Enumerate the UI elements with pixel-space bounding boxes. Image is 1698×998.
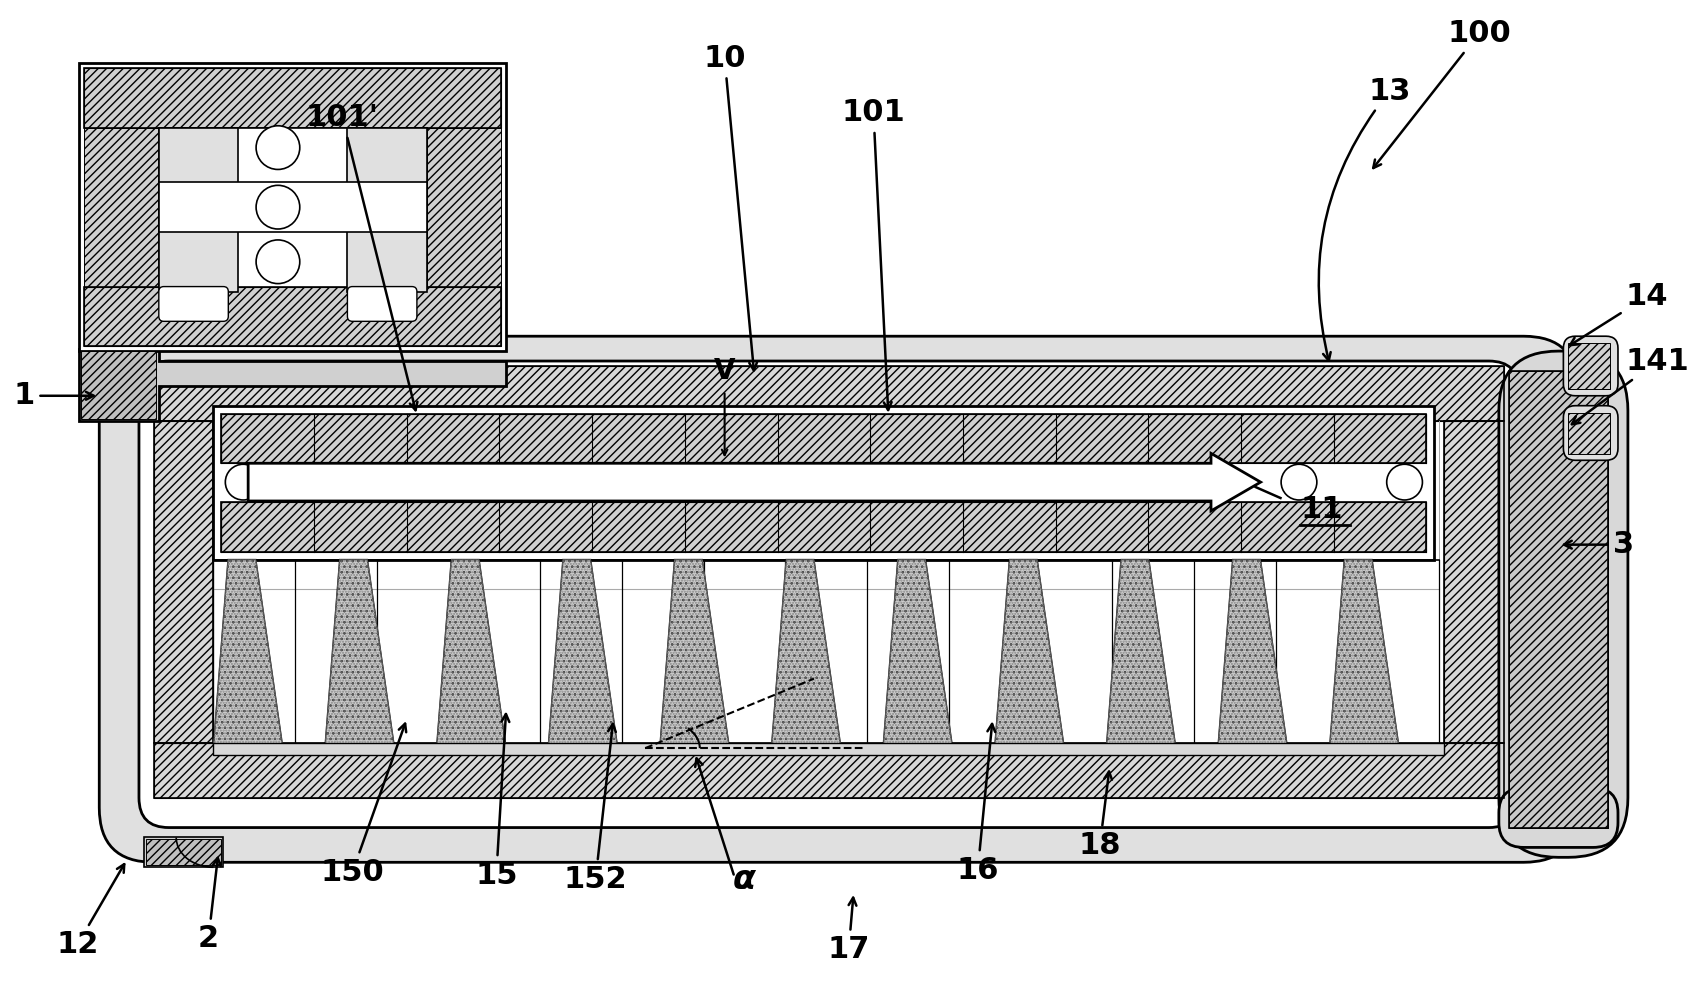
Polygon shape (214, 560, 282, 747)
Text: 3: 3 (1564, 530, 1633, 559)
Polygon shape (324, 560, 394, 747)
Bar (1443, 420, 1503, 744)
Circle shape (256, 126, 299, 170)
Bar (155, 366, 1503, 420)
Polygon shape (1105, 560, 1175, 747)
Bar (221, 502, 1426, 552)
FancyBboxPatch shape (98, 336, 1577, 862)
Polygon shape (80, 349, 506, 420)
Bar (155, 366, 1503, 420)
Bar (144, 837, 222, 867)
Bar (80, 63, 506, 351)
Bar (426, 128, 501, 286)
Bar (85, 68, 501, 128)
Bar (158, 128, 426, 286)
FancyArrow shape (248, 453, 1260, 511)
Text: 10: 10 (703, 44, 757, 370)
FancyBboxPatch shape (158, 286, 228, 321)
Circle shape (1386, 464, 1421, 500)
Bar (158, 128, 238, 291)
Circle shape (647, 464, 683, 500)
Circle shape (256, 186, 299, 229)
Text: 100: 100 (1372, 19, 1510, 168)
Circle shape (964, 464, 1000, 500)
Circle shape (1175, 464, 1211, 500)
Circle shape (226, 464, 261, 500)
Bar (155, 420, 214, 744)
Bar (146, 839, 221, 865)
Bar (346, 128, 426, 291)
Circle shape (436, 464, 472, 500)
Polygon shape (771, 560, 841, 747)
Bar (214, 406, 1433, 560)
Bar (85, 68, 501, 128)
Text: 141: 141 (1571, 346, 1690, 424)
Circle shape (1070, 464, 1105, 500)
Bar (221, 413, 1426, 463)
Text: 2: 2 (197, 858, 221, 953)
Polygon shape (548, 560, 616, 747)
Text: 150: 150 (321, 724, 406, 887)
Bar (85, 286, 501, 346)
Text: 17: 17 (827, 897, 869, 964)
Text: 13: 13 (1318, 77, 1409, 360)
Text: 18: 18 (1078, 771, 1121, 860)
Bar (158, 183, 426, 232)
Circle shape (542, 464, 577, 500)
FancyBboxPatch shape (346, 286, 416, 321)
Text: V: V (713, 357, 735, 385)
Bar (221, 502, 1426, 552)
Polygon shape (1217, 560, 1287, 747)
Polygon shape (883, 560, 953, 747)
Text: 16: 16 (956, 724, 998, 885)
FancyBboxPatch shape (1498, 787, 1616, 847)
Polygon shape (659, 560, 728, 747)
Circle shape (331, 464, 367, 500)
Text: 12: 12 (56, 864, 124, 959)
Text: 101: 101 (841, 99, 905, 410)
FancyBboxPatch shape (1562, 406, 1616, 460)
FancyBboxPatch shape (139, 361, 1518, 827)
Text: 15: 15 (475, 714, 518, 889)
Circle shape (1280, 464, 1316, 500)
Bar (221, 413, 1426, 463)
Bar (155, 744, 1503, 797)
Bar (85, 286, 501, 346)
Bar (82, 351, 156, 418)
Bar (1508, 371, 1606, 827)
Polygon shape (995, 560, 1063, 747)
Bar (155, 744, 1503, 797)
Text: 11: 11 (1299, 495, 1341, 524)
Text: 152: 152 (564, 724, 627, 893)
Text: 1: 1 (14, 381, 93, 410)
Bar (1508, 371, 1606, 827)
Bar (155, 420, 214, 744)
Polygon shape (436, 560, 506, 747)
Circle shape (857, 464, 895, 500)
Text: 101': 101' (306, 104, 418, 410)
Bar (85, 128, 158, 286)
Bar (1443, 420, 1503, 744)
Text: 14: 14 (1569, 282, 1667, 345)
Bar (214, 744, 1443, 755)
Circle shape (256, 240, 299, 283)
Polygon shape (1330, 560, 1397, 747)
Bar (1567, 343, 1610, 389)
Circle shape (752, 464, 788, 500)
Text: α: α (732, 862, 756, 895)
FancyBboxPatch shape (1562, 336, 1616, 396)
FancyBboxPatch shape (1498, 351, 1627, 857)
Bar (1567, 412, 1610, 454)
